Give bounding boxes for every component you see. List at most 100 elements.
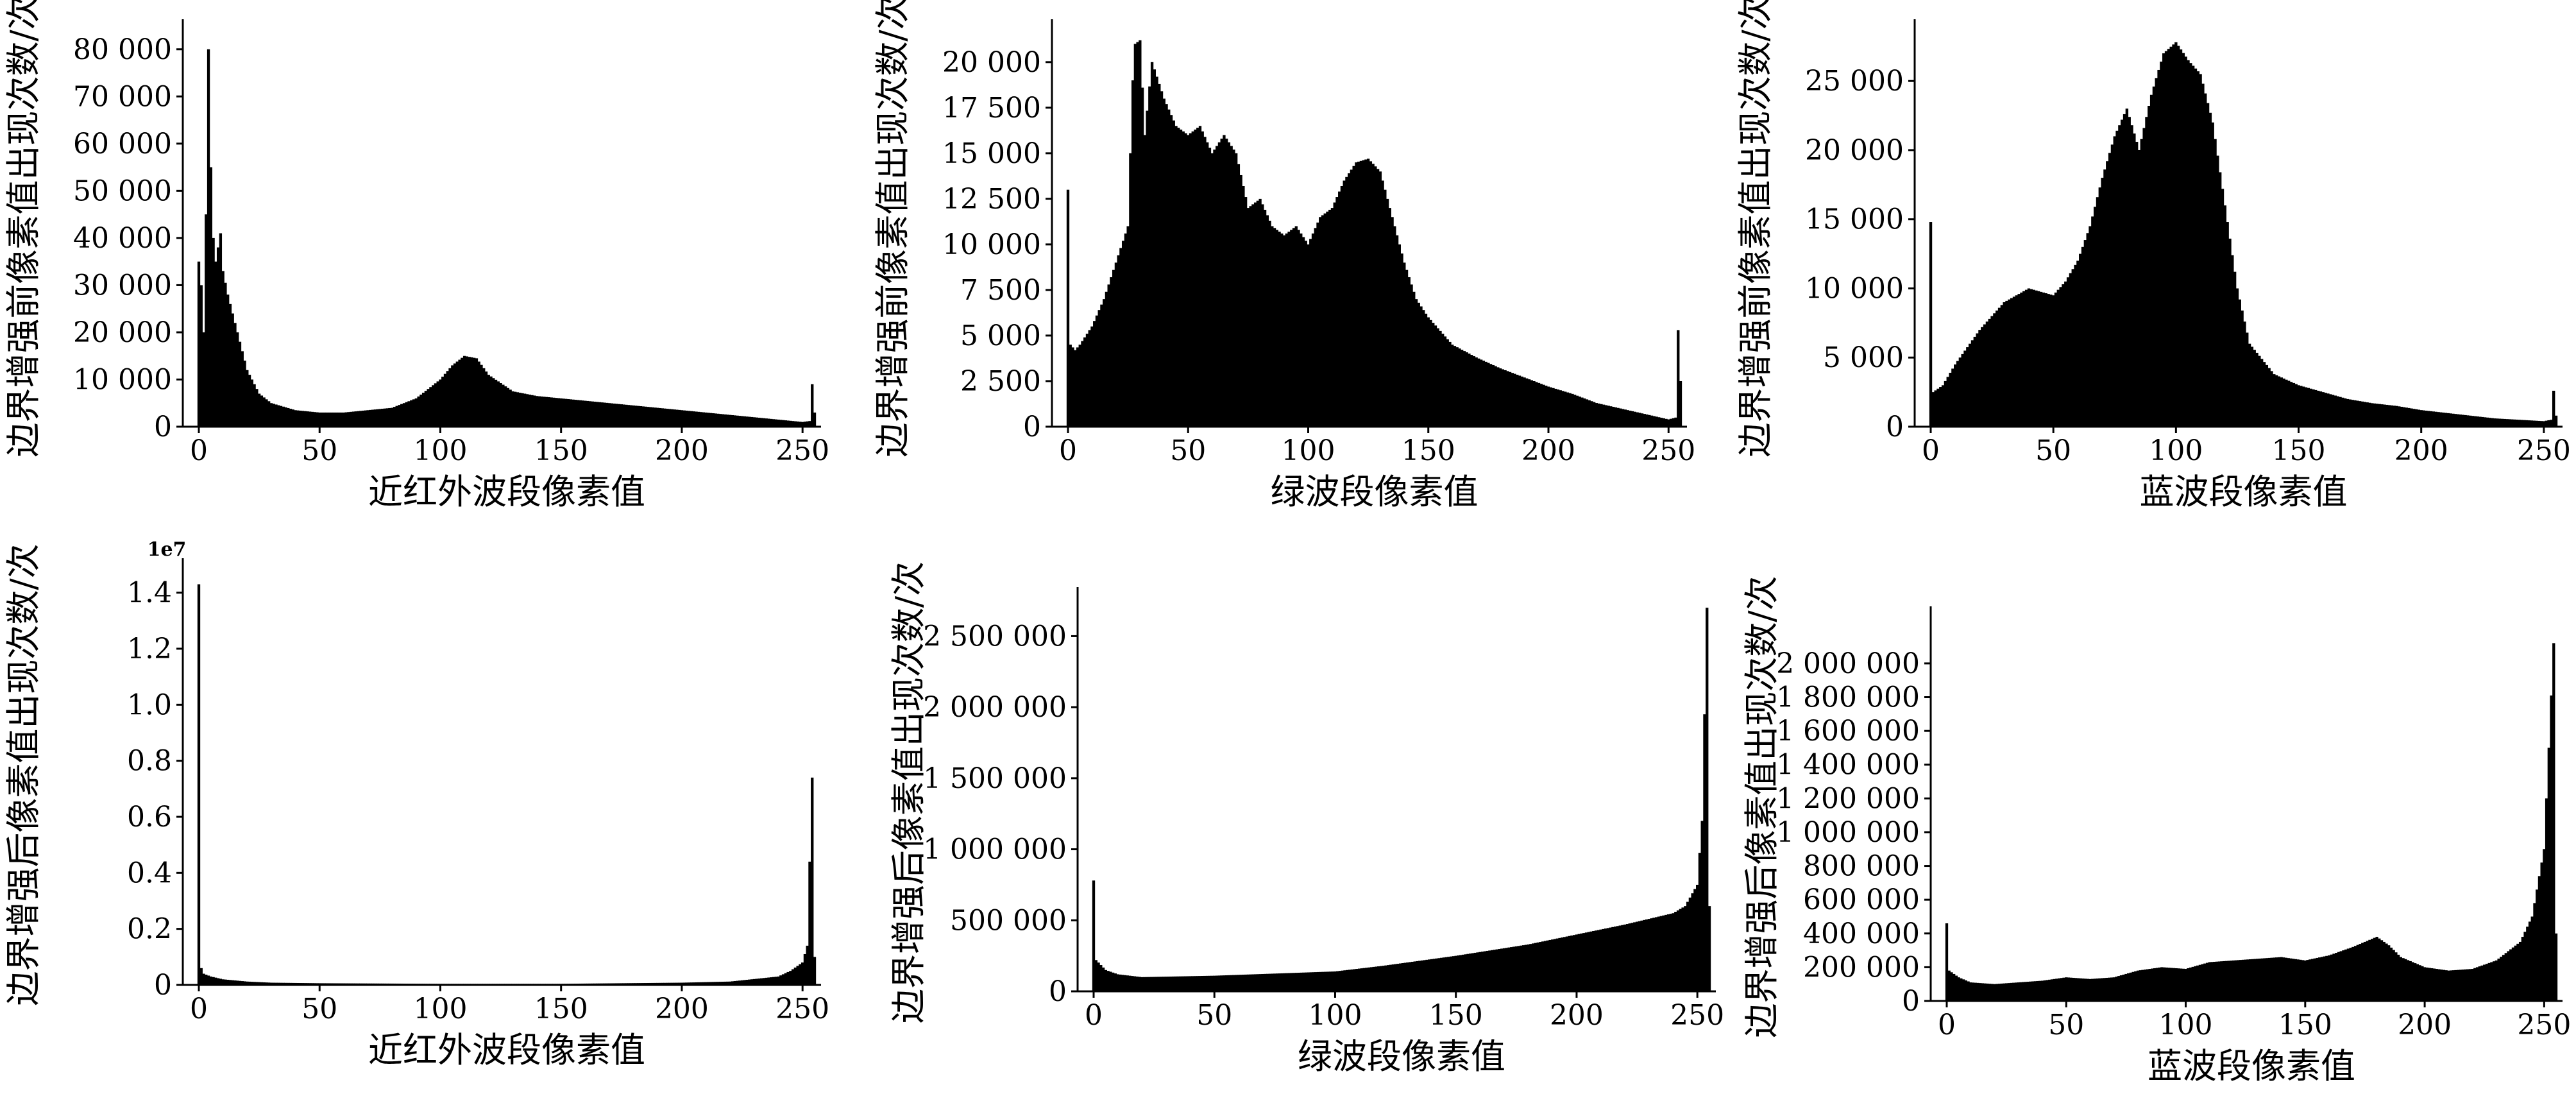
bar (1629, 411, 1632, 427)
bar (1993, 984, 1996, 1001)
y-axis-title: 边界增强前像素值出现次数/次 (1735, 0, 1775, 457)
y-tick-label: 200 000 (1803, 951, 1920, 984)
bar (666, 409, 669, 427)
bar (1475, 357, 1478, 427)
bar (2091, 979, 2094, 1001)
bar (1461, 954, 1465, 991)
bar (1488, 950, 1491, 991)
bar (1452, 956, 1455, 991)
bar (1319, 217, 1322, 427)
bar (1409, 962, 1412, 991)
bar (1217, 975, 1221, 991)
bar (803, 953, 807, 985)
bar (1623, 409, 1627, 427)
x-axis-title: 绿波段像素值 (1271, 472, 1479, 512)
bar (2167, 49, 2171, 427)
bar (1239, 175, 1242, 427)
bar (1398, 963, 1402, 991)
bar (296, 410, 300, 427)
bar (1583, 398, 1586, 427)
bar (2250, 346, 2254, 427)
bar (1566, 392, 1570, 427)
bar (2459, 970, 2462, 1001)
x-tick-label: 100 (413, 434, 467, 467)
bar (393, 407, 396, 427)
bar (1640, 413, 1644, 427)
bar (2287, 380, 2291, 427)
bar (2414, 963, 2417, 1001)
bar (811, 777, 814, 985)
bar (1491, 364, 1495, 427)
bar (2428, 968, 2431, 1001)
bar (1585, 399, 1589, 427)
bar (1657, 916, 1661, 991)
bar (2409, 961, 2412, 1001)
x-tick-label: 150 (2278, 1009, 2332, 1041)
bar (2205, 962, 2209, 1001)
bar (2220, 961, 2223, 1001)
bar (2449, 413, 2452, 427)
bar (2351, 946, 2355, 1001)
bar (1951, 368, 1954, 427)
bar (1119, 974, 1122, 991)
bar (2393, 406, 2396, 427)
bar (1604, 928, 1607, 991)
bar (2234, 960, 2237, 1001)
bar (2244, 959, 2247, 1001)
y-tick-label: 30 000 (73, 269, 172, 302)
bar (1297, 972, 1301, 991)
bar (2540, 862, 2543, 1001)
bar (2554, 933, 2558, 1001)
bar (1609, 927, 1612, 991)
bar (2260, 359, 2264, 427)
bar (2385, 404, 2389, 427)
bar (1251, 974, 1255, 991)
bar (1578, 397, 1581, 427)
bar (2184, 56, 2187, 427)
bar (2282, 957, 2285, 1001)
bar (755, 417, 758, 427)
bar (443, 373, 447, 427)
bar (226, 979, 230, 985)
bar (1353, 969, 1356, 991)
bar (214, 261, 217, 427)
bar (2526, 927, 2529, 1001)
bar (1534, 943, 1538, 991)
bar (1123, 975, 1127, 991)
bar (1459, 955, 1462, 991)
bar (793, 967, 797, 985)
bar (1338, 971, 1342, 991)
bar (2395, 406, 2398, 427)
bar (2282, 379, 2285, 427)
bar (402, 403, 406, 427)
bar (2165, 967, 2168, 1001)
bar (1364, 159, 1368, 427)
bar (610, 403, 613, 427)
bar (216, 978, 220, 985)
bar (405, 402, 408, 427)
bar (291, 409, 294, 427)
bar (2112, 977, 2115, 1001)
bar (272, 404, 275, 427)
bar (2485, 964, 2489, 1001)
bar (1672, 418, 1675, 427)
bar (1521, 945, 1525, 991)
bar (2361, 943, 2364, 1001)
bar (2479, 416, 2482, 427)
bar (373, 409, 377, 427)
bar (1155, 977, 1158, 991)
bar (574, 400, 577, 427)
bar (2356, 944, 2359, 1001)
x-tick-label: 50 (301, 993, 337, 1025)
bar (2454, 970, 2457, 1001)
bar (2110, 977, 2114, 1001)
bar (400, 404, 403, 427)
bar (1135, 976, 1139, 991)
bar (359, 411, 362, 427)
bar (552, 397, 555, 427)
bar (1607, 406, 1610, 427)
bar (1223, 135, 1226, 427)
bar (550, 397, 553, 427)
bar (386, 408, 389, 427)
bar (2162, 967, 2166, 1001)
